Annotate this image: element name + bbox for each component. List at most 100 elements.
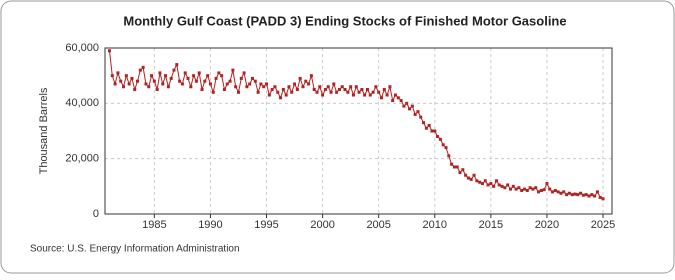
point [399, 99, 403, 103]
point [371, 90, 375, 94]
point [562, 190, 566, 194]
point [531, 187, 535, 191]
point [455, 165, 459, 169]
point [511, 184, 515, 188]
point [107, 49, 111, 53]
point [494, 179, 498, 183]
point [388, 85, 392, 89]
point [408, 107, 412, 111]
point [239, 76, 243, 80]
point [217, 71, 221, 75]
point [242, 71, 246, 75]
point [497, 183, 501, 187]
point [436, 135, 440, 139]
point [422, 121, 426, 125]
point [545, 182, 549, 186]
point [410, 104, 414, 108]
point [506, 183, 510, 187]
point [430, 129, 434, 133]
point [438, 137, 442, 141]
point [520, 188, 524, 192]
point [335, 90, 339, 94]
x-tick-label: 2010 [423, 219, 447, 231]
point [208, 82, 212, 86]
point [192, 74, 196, 78]
point [368, 93, 372, 97]
point [214, 76, 218, 80]
point [110, 74, 114, 78]
point [587, 194, 591, 198]
x-tick-label: 1990 [198, 219, 222, 231]
point [542, 188, 546, 192]
point [236, 90, 240, 94]
point [267, 93, 271, 97]
x-tick-label: 2000 [310, 219, 334, 231]
point [270, 88, 274, 91]
point [222, 88, 226, 91]
point [363, 93, 367, 97]
point [251, 76, 255, 80]
x-tick-label: 2005 [366, 219, 390, 231]
point [172, 68, 176, 72]
point [166, 85, 170, 89]
point [281, 88, 285, 91]
point [183, 71, 187, 75]
point [231, 68, 235, 72]
point [523, 187, 527, 191]
point [579, 191, 583, 195]
point [598, 195, 602, 199]
point [567, 191, 571, 195]
point [374, 85, 378, 89]
point [450, 162, 454, 166]
point [290, 90, 294, 94]
point [427, 123, 431, 127]
point [360, 88, 364, 91]
point [287, 85, 291, 89]
point [206, 74, 210, 78]
point [385, 93, 389, 97]
x-tick-label: 2025 [591, 219, 615, 231]
point [228, 79, 232, 83]
point [147, 85, 151, 89]
point [248, 82, 252, 86]
point [377, 90, 381, 94]
point [315, 90, 319, 94]
point [253, 79, 257, 83]
point [405, 101, 409, 105]
point [161, 82, 165, 86]
point [419, 115, 423, 119]
point [276, 90, 280, 94]
point [466, 176, 470, 180]
point [565, 193, 569, 197]
point [164, 74, 168, 78]
y-tick-label: 0 [93, 208, 99, 220]
point [124, 74, 128, 78]
point [144, 82, 148, 86]
point [548, 187, 552, 191]
point [581, 193, 585, 197]
point [357, 90, 361, 94]
point [326, 85, 330, 89]
point [402, 104, 406, 108]
point [475, 179, 479, 183]
point [307, 82, 311, 86]
point [343, 88, 347, 91]
point [256, 90, 260, 94]
point [318, 85, 322, 89]
point [127, 82, 131, 86]
y-tick-label: 60,000 [65, 42, 99, 54]
point [152, 79, 156, 83]
point [220, 74, 224, 78]
point [469, 177, 473, 181]
point [262, 85, 266, 89]
point [351, 93, 355, 97]
point [155, 88, 159, 91]
frame [0, 0, 675, 274]
point [304, 79, 308, 83]
point [441, 143, 445, 147]
point [349, 85, 353, 89]
x-tick-label: 2020 [535, 219, 559, 231]
point [211, 90, 215, 94]
x-tick-label: 1985 [142, 219, 166, 231]
